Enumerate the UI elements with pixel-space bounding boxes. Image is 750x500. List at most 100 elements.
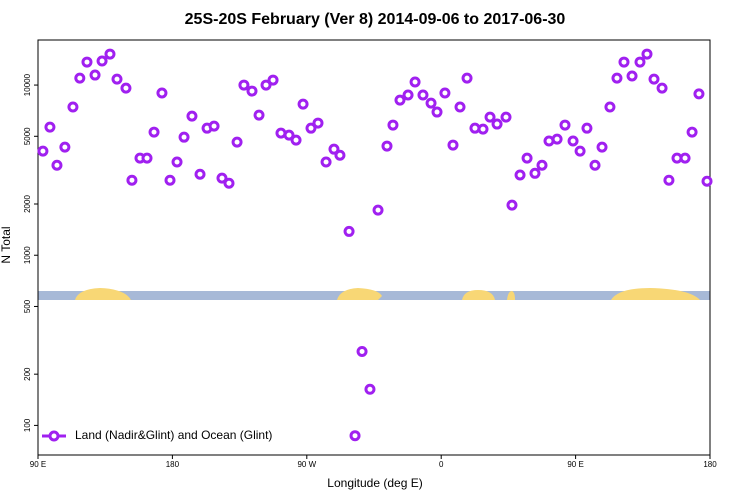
data-point bbox=[381, 140, 393, 152]
data-point bbox=[634, 56, 646, 68]
data-point bbox=[439, 87, 451, 99]
x-tick-label: 90 W bbox=[297, 460, 316, 469]
data-point bbox=[581, 122, 593, 134]
data-point bbox=[186, 110, 198, 122]
data-point bbox=[67, 101, 79, 113]
data-point bbox=[559, 119, 571, 131]
x-axis-label: Longitude (deg E) bbox=[327, 476, 422, 490]
data-point bbox=[81, 56, 93, 68]
data-point bbox=[431, 106, 443, 118]
data-point bbox=[567, 135, 579, 147]
y-tick-label: 500 bbox=[23, 299, 32, 313]
data-point bbox=[216, 172, 228, 184]
chart-title: 25S-20S February (Ver 8) 2014-09-06 to 2… bbox=[185, 11, 566, 28]
data-point bbox=[89, 69, 101, 81]
data-point bbox=[328, 143, 340, 155]
x-tick-label: 0 bbox=[439, 460, 444, 469]
data-point bbox=[656, 82, 668, 94]
data-point bbox=[156, 87, 168, 99]
x-tick-label: 180 bbox=[166, 460, 180, 469]
plot-frame bbox=[37, 39, 711, 456]
data-point bbox=[461, 72, 473, 84]
data-point bbox=[596, 141, 608, 153]
data-point bbox=[208, 120, 220, 132]
data-point bbox=[305, 122, 317, 134]
data-point bbox=[334, 149, 346, 161]
data-point bbox=[260, 79, 272, 91]
data-point bbox=[574, 145, 586, 157]
map-strip bbox=[38, 288, 710, 300]
data-point bbox=[641, 48, 653, 60]
data-point bbox=[484, 111, 496, 123]
data-point bbox=[126, 174, 138, 186]
data-point bbox=[171, 156, 183, 168]
data-point bbox=[454, 101, 466, 113]
data-point bbox=[141, 152, 153, 164]
data-point bbox=[320, 156, 332, 168]
data-point bbox=[425, 97, 437, 109]
data-point bbox=[148, 126, 160, 138]
data-point bbox=[364, 383, 376, 395]
data-point bbox=[178, 131, 190, 143]
data-point bbox=[551, 133, 563, 145]
data-point bbox=[238, 79, 250, 91]
data-point bbox=[164, 174, 176, 186]
data-point bbox=[223, 177, 235, 189]
data-point bbox=[111, 73, 123, 85]
data-point bbox=[521, 152, 533, 164]
data-point bbox=[409, 76, 421, 88]
data-point bbox=[611, 72, 623, 84]
data-point bbox=[506, 199, 518, 211]
data-point bbox=[604, 101, 616, 113]
y-tick-label: 5000 bbox=[23, 127, 32, 145]
data-point bbox=[283, 129, 295, 141]
data-point bbox=[618, 56, 630, 68]
legend-label: Land (Nadir&Glint) and Ocean (Glint) bbox=[75, 428, 272, 442]
data-point bbox=[37, 145, 49, 157]
data-point bbox=[648, 73, 660, 85]
data-point bbox=[104, 48, 116, 60]
y-axis-label: N Total bbox=[0, 226, 13, 263]
y-tick-label: 2000 bbox=[23, 195, 32, 213]
x-tick-label: 180 bbox=[703, 460, 717, 469]
data-point bbox=[349, 430, 361, 442]
data-point bbox=[701, 175, 713, 187]
data-point bbox=[514, 169, 526, 181]
data-point bbox=[44, 121, 56, 133]
x-tick-label: 90 E bbox=[567, 460, 583, 469]
data-point bbox=[59, 141, 71, 153]
data-point bbox=[417, 89, 429, 101]
data-point bbox=[231, 136, 243, 148]
data-point bbox=[477, 123, 489, 135]
data-point bbox=[447, 139, 459, 151]
data-point bbox=[297, 98, 309, 110]
y-tick-label: 1000 bbox=[23, 246, 32, 264]
y-tick-label: 100 bbox=[23, 418, 32, 432]
data-point bbox=[356, 345, 368, 357]
data-point bbox=[500, 111, 512, 123]
data-point bbox=[194, 168, 206, 180]
data-point bbox=[536, 159, 548, 171]
x-tick-label: 90 E bbox=[30, 460, 46, 469]
data-point bbox=[394, 94, 406, 106]
data-point bbox=[491, 118, 503, 130]
data-point bbox=[686, 126, 698, 138]
data-point bbox=[246, 85, 258, 97]
data-point bbox=[96, 55, 108, 67]
data-point bbox=[679, 152, 691, 164]
y-tick-label: 10000 bbox=[23, 73, 32, 96]
data-point bbox=[343, 225, 355, 237]
data-point bbox=[372, 204, 384, 216]
data-point bbox=[663, 174, 675, 186]
data-point bbox=[387, 119, 399, 131]
legend-marker bbox=[48, 430, 60, 442]
data-point bbox=[120, 82, 132, 94]
data-point bbox=[51, 159, 63, 171]
data-point bbox=[74, 72, 86, 84]
y-tick-label: 200 bbox=[23, 367, 32, 381]
data-point bbox=[267, 74, 279, 86]
data-point bbox=[626, 70, 638, 82]
data-point bbox=[312, 117, 324, 129]
data-point bbox=[402, 89, 414, 101]
